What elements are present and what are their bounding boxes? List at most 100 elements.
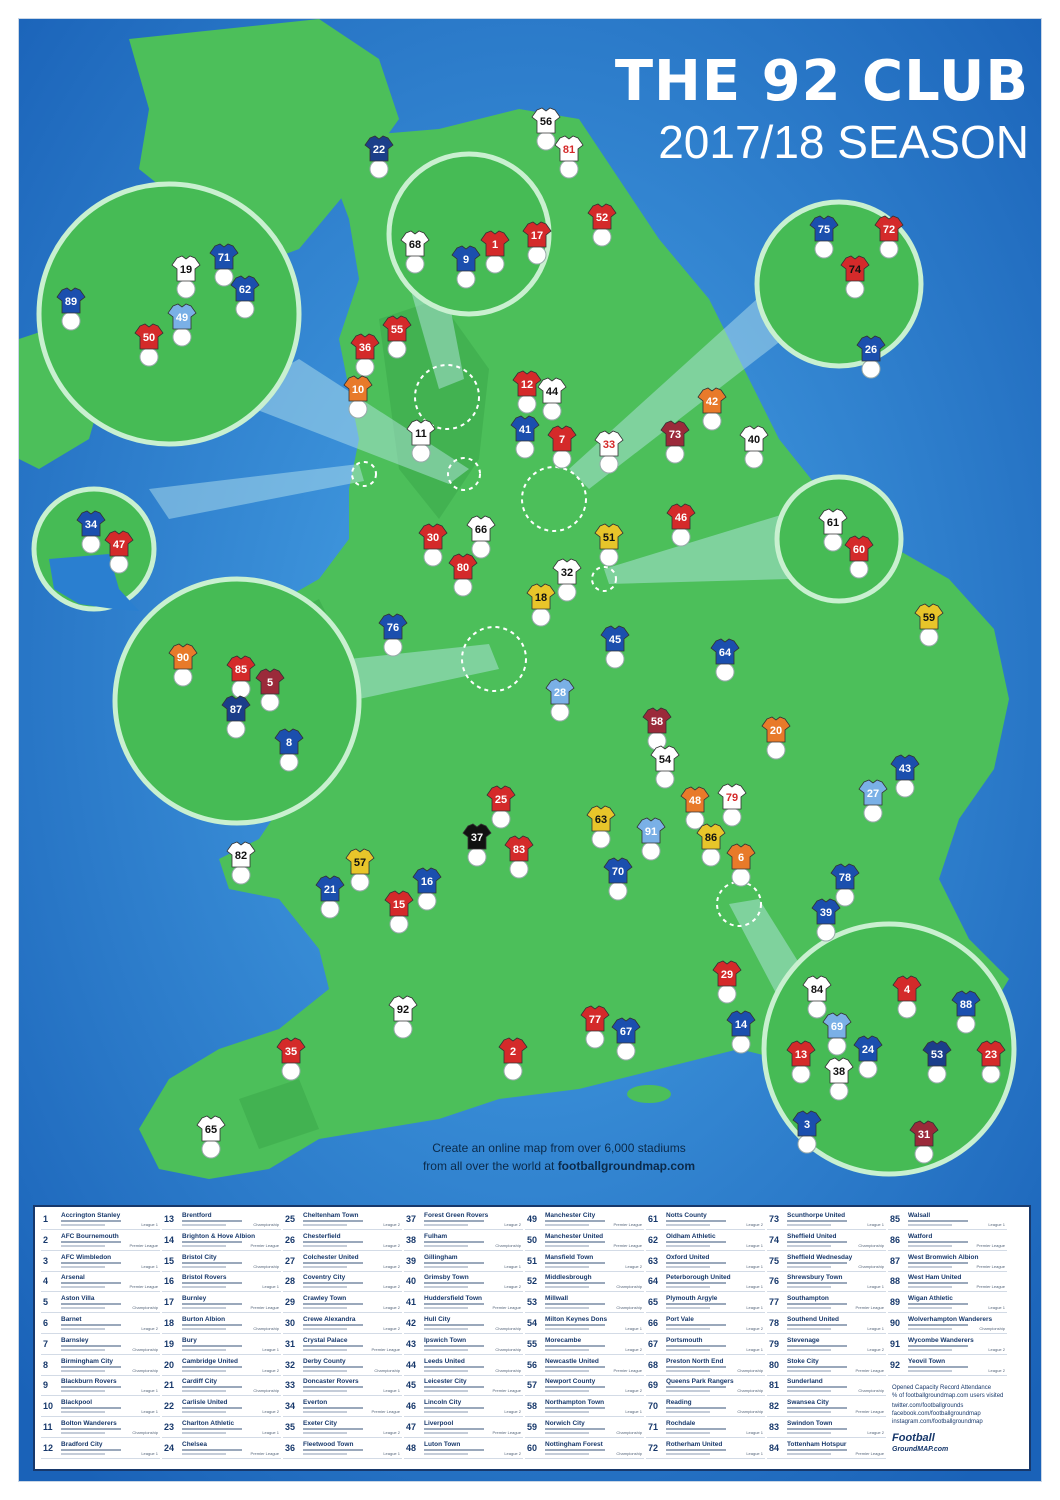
club-marker[interactable]: 48	[680, 786, 710, 830]
club-marker[interactable]: 21	[315, 875, 345, 919]
club-marker[interactable]: 37	[462, 823, 492, 867]
club-row[interactable]: 78 Southend United League 1	[767, 1315, 886, 1334]
club-marker[interactable]: 41	[510, 415, 540, 459]
club-marker[interactable]: 16	[412, 867, 442, 911]
club-row[interactable]: 48 Luton Town League 2	[404, 1440, 523, 1459]
club-marker[interactable]: 26	[856, 335, 886, 379]
club-row[interactable]: 56 Newcastle United Premier League	[525, 1357, 644, 1376]
club-marker[interactable]: 84	[802, 975, 832, 1019]
club-marker[interactable]: 19	[171, 255, 201, 299]
club-marker[interactable]: 74	[840, 255, 870, 299]
club-marker[interactable]: 18	[526, 583, 556, 627]
club-row[interactable]: 10 Blackpool League 1	[41, 1398, 160, 1418]
club-marker[interactable]: 68	[400, 230, 430, 274]
club-row[interactable]: 80 Stoke City Premier League	[767, 1357, 886, 1376]
club-row[interactable]: 11 Bolton Wanderers Championship	[41, 1419, 160, 1438]
club-marker[interactable]: 76	[378, 613, 408, 657]
club-row[interactable]: 8 Birmingham City Championship	[41, 1357, 160, 1376]
club-marker[interactable]: 77	[580, 1005, 610, 1049]
club-marker[interactable]: 28	[545, 678, 575, 722]
club-row[interactable]: 53 Millwall Championship	[525, 1294, 644, 1314]
club-row[interactable]: 70 Reading Championship	[646, 1398, 765, 1418]
club-marker[interactable]: 31	[909, 1120, 939, 1164]
club-marker[interactable]: 39	[811, 898, 841, 942]
club-marker[interactable]: 8	[274, 728, 304, 772]
club-row[interactable]: 37 Forest Green Rovers League 2	[404, 1211, 523, 1230]
club-marker[interactable]: 27	[858, 779, 888, 823]
club-row[interactable]: 1 Accrington Stanley League 1	[41, 1211, 160, 1230]
club-marker[interactable]: 87	[221, 695, 251, 739]
club-row[interactable]: 4 Arsenal Premier League	[41, 1273, 160, 1293]
club-marker[interactable]: 24	[853, 1035, 883, 1079]
club-row[interactable]: 44 Leeds United Championship	[404, 1357, 523, 1376]
club-marker[interactable]: 15	[384, 890, 414, 934]
club-marker[interactable]: 67	[611, 1017, 641, 1061]
club-row[interactable]: 74 Sheffield United Championship	[767, 1232, 886, 1251]
club-row[interactable]: 33 Doncaster Rovers League 1	[283, 1377, 402, 1397]
club-marker[interactable]: 81	[554, 135, 584, 179]
club-row[interactable]: 71 Rochdale League 1	[646, 1419, 765, 1438]
club-row[interactable]: 51 Mansfield Town League 2	[525, 1253, 644, 1272]
club-marker[interactable]: 38	[824, 1057, 854, 1101]
club-marker[interactable]: 69	[822, 1012, 852, 1056]
club-row[interactable]: 90 Wolverhampton Wanderers Championship	[888, 1315, 1007, 1334]
club-marker[interactable]: 51	[594, 523, 624, 567]
club-row[interactable]: 82 Swansea City Premier League	[767, 1398, 886, 1418]
club-marker[interactable]: 86	[696, 823, 726, 867]
club-marker[interactable]: 25	[486, 785, 516, 829]
club-marker[interactable]: 75	[809, 215, 839, 259]
club-row[interactable]: 79 Stevenage League 2	[767, 1336, 886, 1355]
club-row[interactable]: 66 Port Vale League 2	[646, 1315, 765, 1334]
club-marker[interactable]: 66	[466, 515, 496, 559]
club-marker[interactable]: 52	[587, 203, 617, 247]
club-row[interactable]: 92 Yeovil Town League 2	[888, 1357, 1007, 1376]
club-row[interactable]: 30 Crewe Alexandra League 2	[283, 1315, 402, 1334]
club-row[interactable]: 22 Carlisle United League 2	[162, 1398, 281, 1418]
club-row[interactable]: 76 Shrewsbury Town League 1	[767, 1273, 886, 1293]
club-row[interactable]: 60 Nottingham Forest Championship	[525, 1440, 644, 1459]
club-marker[interactable]: 72	[874, 215, 904, 259]
club-row[interactable]: 89 Wigan Athletic League 1	[888, 1294, 1007, 1314]
club-marker[interactable]: 85	[226, 655, 256, 699]
club-row[interactable]: 12 Bradford City League 1	[41, 1440, 160, 1459]
club-row[interactable]: 87 West Bromwich Albion Premier League	[888, 1253, 1007, 1272]
club-row[interactable]: 52 Middlesbrough Championship	[525, 1273, 644, 1293]
club-marker[interactable]: 61	[818, 508, 848, 552]
club-row[interactable]: 64 Peterborough United League 1	[646, 1273, 765, 1293]
club-row[interactable]: 25 Cheltenham Town League 2	[283, 1211, 402, 1230]
club-row[interactable]: 54 Milton Keynes Dons League 1	[525, 1315, 644, 1334]
club-marker[interactable]: 23	[976, 1040, 1006, 1084]
club-marker[interactable]: 47	[104, 530, 134, 574]
club-row[interactable]: 34 Everton Premier League	[283, 1398, 402, 1418]
club-row[interactable]: 24 Chelsea Premier League	[162, 1440, 281, 1459]
facebook-link[interactable]: facebook.com/footballgroundmap	[892, 1411, 981, 1417]
club-marker[interactable]: 42	[697, 387, 727, 431]
club-marker[interactable]: 50	[134, 323, 164, 367]
club-marker[interactable]: 82	[226, 841, 256, 885]
club-row[interactable]: 20 Cambridge United League 2	[162, 1357, 281, 1376]
club-marker[interactable]: 57	[345, 848, 375, 892]
club-marker[interactable]: 55	[382, 315, 412, 359]
club-marker[interactable]: 13	[786, 1040, 816, 1084]
club-marker[interactable]: 22	[364, 135, 394, 179]
club-marker[interactable]: 35	[276, 1037, 306, 1081]
club-row[interactable]: 61 Notts County League 2	[646, 1211, 765, 1230]
club-row[interactable]: 43 Ipswich Town Championship	[404, 1336, 523, 1355]
club-row[interactable]: 84 Tottenham Hotspur Premier League	[767, 1440, 886, 1459]
club-row[interactable]: 5 Aston Villa Championship	[41, 1294, 160, 1314]
club-row[interactable]: 91 Wycombe Wanderers League 2	[888, 1336, 1007, 1355]
club-row[interactable]: 35 Exeter City League 2	[283, 1419, 402, 1438]
club-marker[interactable]: 73	[660, 420, 690, 464]
club-marker[interactable]: 7	[547, 425, 577, 469]
club-marker[interactable]: 56	[531, 107, 561, 151]
club-marker[interactable]: 9	[451, 245, 481, 289]
club-row[interactable]: 81 Sunderland Championship	[767, 1377, 886, 1397]
club-marker[interactable]: 71	[209, 243, 239, 287]
club-marker[interactable]: 3	[792, 1110, 822, 1154]
club-marker[interactable]: 32	[552, 558, 582, 602]
club-row[interactable]: 49 Manchester City Premier League	[525, 1211, 644, 1230]
promo-link[interactable]: footballgroundmap.com	[557, 1159, 696, 1173]
club-row[interactable]: 57 Newport County League 2	[525, 1377, 644, 1397]
club-marker[interactable]: 65	[196, 1115, 226, 1159]
club-row[interactable]: 39 Gillingham League 1	[404, 1253, 523, 1272]
